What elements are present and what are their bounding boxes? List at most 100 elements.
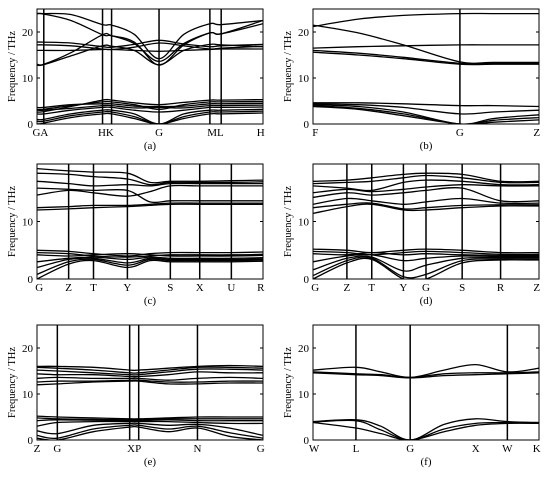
x-tick-label: Y (123, 282, 131, 294)
dispersion-branch-9 (313, 104, 539, 124)
x-tick-label: X (196, 282, 204, 294)
dispersion-branch-11 (37, 256, 263, 263)
series-group (37, 167, 263, 279)
x-tick-label: U (227, 282, 235, 294)
y-tick-label: 10 (22, 217, 34, 229)
y-tick-label: 0 (28, 435, 34, 447)
dispersion-branch-3 (313, 372, 539, 379)
dispersion-branch-5 (37, 184, 263, 197)
dispersion-branch-3 (37, 180, 263, 187)
dispersion-branch-12 (37, 106, 263, 115)
y-tick-label: 0 (28, 274, 34, 286)
dispersion-branch-15 (313, 257, 539, 279)
x-tick-label: F (312, 127, 318, 139)
dispersion-branch-4 (313, 418, 539, 440)
plot-frame (36, 8, 264, 125)
x-tick-label: L (353, 443, 360, 455)
dispersion-branch-4 (313, 49, 539, 65)
y-axis-label: Frequency / THz (7, 186, 18, 257)
x-tick-label: G (456, 127, 464, 139)
panel-label: (e) (144, 456, 157, 468)
panel-f: 0 10 20 W L G X W K Frequency / THz (f) (283, 324, 541, 468)
y-tick-label: 10 (298, 389, 310, 401)
panel-d: 0 10 G Z T Y G S R Z Frequency / THz (d) (283, 163, 540, 307)
dispersion-branch-8 (313, 104, 539, 124)
dispersion-branch-8 (313, 203, 539, 215)
plot-frame (312, 324, 540, 441)
series-group (37, 12, 263, 124)
x-tick-label: Y (399, 282, 407, 294)
y-axis-label: Frequency / THz (283, 347, 294, 418)
x-tick-label: S (167, 282, 173, 294)
x-tick-label: G (35, 282, 43, 294)
panel-b: 0 10 20 F G Z Frequency / THz (b) (283, 8, 540, 152)
x-tick-label: Z (65, 282, 72, 294)
dispersion-branch-14 (313, 256, 539, 279)
plot-frame (312, 8, 540, 125)
dispersion-branch-1 (37, 167, 263, 184)
x-tick-label: ML (207, 127, 224, 139)
dispersion-branch-12 (37, 257, 263, 269)
dispersion-branch-8 (37, 249, 263, 257)
x-tick-label: K (533, 443, 541, 455)
y-tick-label: 20 (22, 27, 34, 39)
y-tick-label: 10 (298, 73, 310, 85)
dispersion-branch-2 (313, 24, 539, 64)
x-tick-label: G (257, 443, 265, 455)
dispersion-branch-11 (37, 104, 263, 111)
dispersion-branch-6 (313, 102, 539, 108)
y-axis-label: Frequency / THz (7, 31, 18, 102)
dispersion-branch-7 (37, 203, 263, 211)
x-tick-label: H (257, 127, 265, 139)
dispersion-branch-2 (313, 174, 539, 185)
x-tick-label: G (422, 282, 430, 294)
dispersion-branch-7 (37, 48, 263, 52)
dispersion-branch-3 (313, 179, 539, 192)
y-tick-label: 20 (22, 343, 34, 355)
y-tick-label: 0 (304, 435, 310, 447)
y-tick-label: 10 (22, 73, 34, 85)
panel-label: (d) (420, 295, 433, 307)
x-tick-label: XP (127, 443, 141, 455)
dispersion-branch-8 (37, 98, 263, 113)
x-tick-label: Z (34, 443, 41, 455)
x-tick-label: X (472, 443, 480, 455)
dispersion-branch-10 (313, 105, 539, 124)
dispersion-branch-10 (313, 250, 539, 256)
dispersion-branch-14 (37, 259, 263, 279)
panel-a: 0 10 20 GA HK G ML H Frequency / THz (a) (7, 8, 265, 152)
panel-label: (c) (144, 295, 157, 307)
series-group (313, 12, 539, 124)
dispersion-branch-10 (37, 253, 263, 257)
series-group (313, 172, 539, 279)
panel-label: (b) (420, 140, 433, 152)
dispersion-branch-1 (37, 12, 263, 60)
y-tick-label: 0 (304, 274, 310, 286)
dispersion-branch-6 (37, 202, 263, 209)
dispersion-branch-13 (313, 255, 539, 272)
dispersion-branch-1 (313, 363, 539, 379)
dispersion-branch-2 (313, 371, 539, 379)
dispersion-branch-9 (37, 251, 263, 258)
x-tick-label: GA (32, 127, 48, 139)
dispersion-branch-5 (313, 419, 539, 440)
dispersion-branch-6 (313, 197, 539, 205)
dispersion-branch-6 (37, 39, 263, 49)
dispersion-branch-9 (37, 100, 263, 111)
y-tick-label: 10 (298, 217, 310, 229)
y-axis-label: Frequency / THz (283, 186, 294, 257)
plot-frame (36, 324, 264, 441)
x-tick-label: G (406, 443, 414, 455)
y-tick-label: 0 (28, 119, 34, 131)
x-tick-label: R (257, 282, 265, 294)
dispersion-branch-3 (37, 19, 263, 66)
x-tick-label: HK (98, 127, 114, 139)
dispersion-branch-5 (313, 186, 539, 203)
y-tick-label: 10 (22, 389, 34, 401)
dispersion-branch-9 (313, 248, 539, 254)
x-tick-label: S (459, 282, 465, 294)
dispersion-branch-15 (37, 112, 263, 124)
dispersion-branch-13 (37, 108, 263, 124)
